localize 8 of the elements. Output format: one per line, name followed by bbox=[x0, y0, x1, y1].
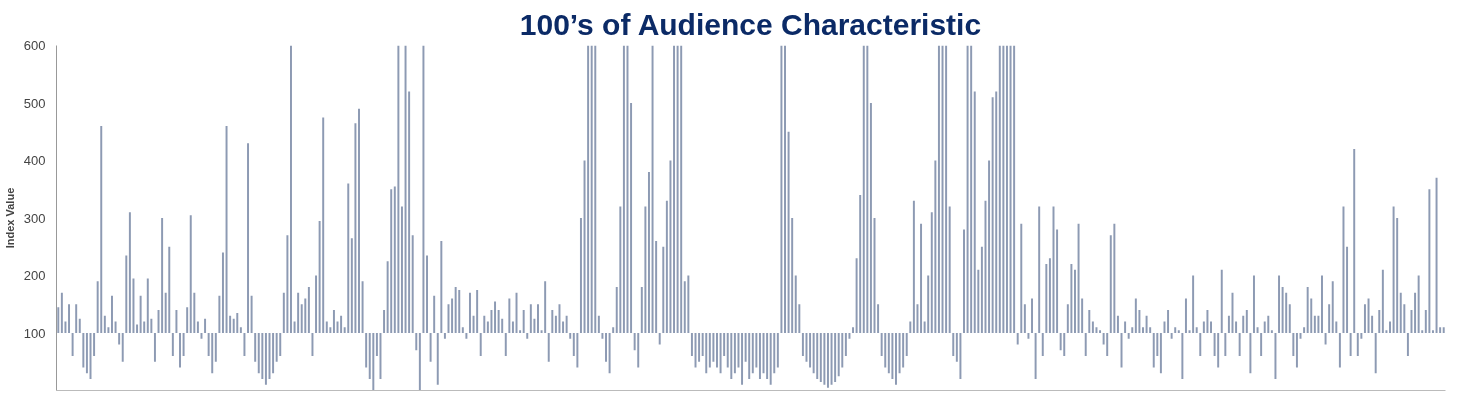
y-tick-label: 500 bbox=[23, 95, 46, 111]
y-tick-label: 100 bbox=[23, 325, 46, 341]
y-axis-title: Index Value bbox=[3, 187, 16, 249]
y-tick-label: 600 bbox=[23, 38, 46, 53]
y-tick-label: 200 bbox=[23, 268, 46, 283]
chart-title: 100’s of Audience Characteristic bbox=[519, 7, 982, 41]
y-tick-label: 300 bbox=[23, 210, 46, 226]
y-tick-label: 400 bbox=[23, 153, 46, 168]
